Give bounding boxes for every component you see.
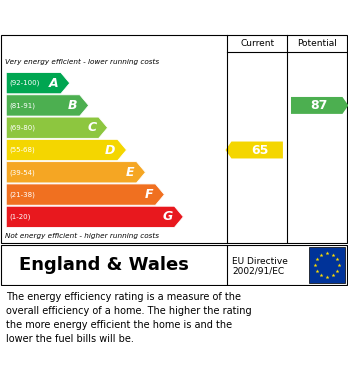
Text: (92-100): (92-100) [9, 80, 40, 86]
Text: EU Directive: EU Directive [232, 258, 288, 267]
Text: D: D [105, 143, 116, 156]
Polygon shape [6, 117, 108, 138]
Polygon shape [291, 97, 348, 114]
Text: E: E [126, 166, 135, 179]
Text: Current: Current [240, 38, 274, 47]
Text: F: F [145, 188, 153, 201]
Polygon shape [6, 184, 164, 205]
Polygon shape [226, 142, 283, 158]
Polygon shape [6, 161, 145, 183]
Text: (81-91): (81-91) [9, 102, 35, 109]
Polygon shape [6, 139, 127, 161]
Polygon shape [6, 95, 89, 116]
Text: (1-20): (1-20) [9, 213, 31, 220]
Text: 65: 65 [251, 143, 268, 156]
Text: B: B [68, 99, 78, 112]
Polygon shape [6, 72, 70, 94]
Text: Very energy efficient - lower running costs: Very energy efficient - lower running co… [5, 59, 159, 65]
Text: 2002/91/EC: 2002/91/EC [232, 267, 284, 276]
Text: Energy Efficiency Rating: Energy Efficiency Rating [10, 9, 232, 25]
Text: (21-38): (21-38) [9, 191, 35, 198]
Text: Not energy efficient - higher running costs: Not energy efficient - higher running co… [5, 233, 159, 239]
Bar [309, 247, 345, 283]
Text: G: G [162, 210, 172, 223]
Text: Potential: Potential [297, 38, 337, 47]
Text: The energy efficiency rating is a measure of the
overall efficiency of a home. T: The energy efficiency rating is a measur… [6, 292, 252, 344]
Text: England & Wales: England & Wales [19, 256, 189, 274]
Polygon shape [6, 206, 183, 228]
Text: A: A [49, 77, 59, 90]
Text: (69-80): (69-80) [9, 124, 35, 131]
Text: (39-54): (39-54) [9, 169, 35, 176]
Text: 87: 87 [311, 99, 328, 112]
Text: (55-68): (55-68) [9, 147, 35, 153]
Text: C: C [88, 121, 97, 134]
